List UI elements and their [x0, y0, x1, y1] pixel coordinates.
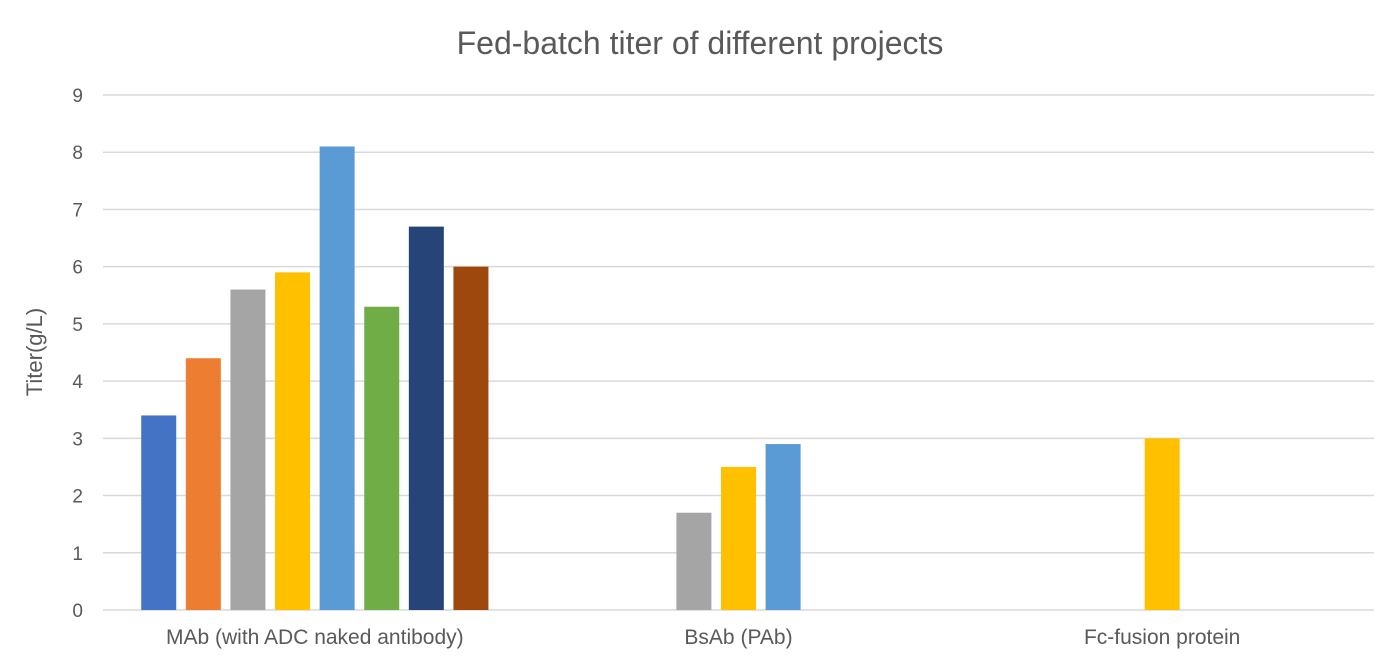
bar — [141, 415, 177, 610]
bar — [721, 466, 756, 610]
category-label: MAb (with ADC naked antibody) — [166, 626, 464, 649]
category-label: Fc-fusion protein — [1084, 626, 1240, 649]
y-tick-label: 1 — [72, 544, 83, 565]
y-tick-labels: 0 1 2 3 4 5 6 7 8 9 — [72, 86, 83, 622]
bar — [275, 272, 311, 610]
y-tick-label: 4 — [72, 372, 83, 393]
y-axis-label: Titer(g/L) — [22, 308, 47, 396]
gridlines — [103, 94, 1374, 611]
y-tick-label: 8 — [72, 143, 83, 164]
category-labels: MAb (with ADC naked antibody) BsAb (PAb) F… — [166, 626, 1240, 649]
category-label: BsAb (PAb) — [684, 626, 792, 649]
bar — [453, 266, 489, 610]
y-tick-label: 6 — [72, 258, 83, 279]
y-tick-label: 5 — [72, 315, 83, 336]
y-tick-label: 3 — [72, 429, 83, 450]
bar — [319, 146, 355, 610]
y-tick-label: 2 — [72, 487, 83, 508]
bar — [1144, 438, 1180, 610]
y-tick-label: 7 — [72, 200, 83, 221]
chart-title: Fed-batch titer of different projects — [457, 25, 944, 61]
bars — [141, 146, 1180, 610]
bar — [185, 358, 221, 610]
y-tick-label: 9 — [72, 86, 83, 107]
bar — [364, 306, 400, 610]
bar — [676, 512, 712, 610]
bar — [230, 289, 266, 610]
y-tick-label: 0 — [72, 601, 83, 622]
bar — [765, 444, 801, 610]
bar — [408, 226, 444, 610]
